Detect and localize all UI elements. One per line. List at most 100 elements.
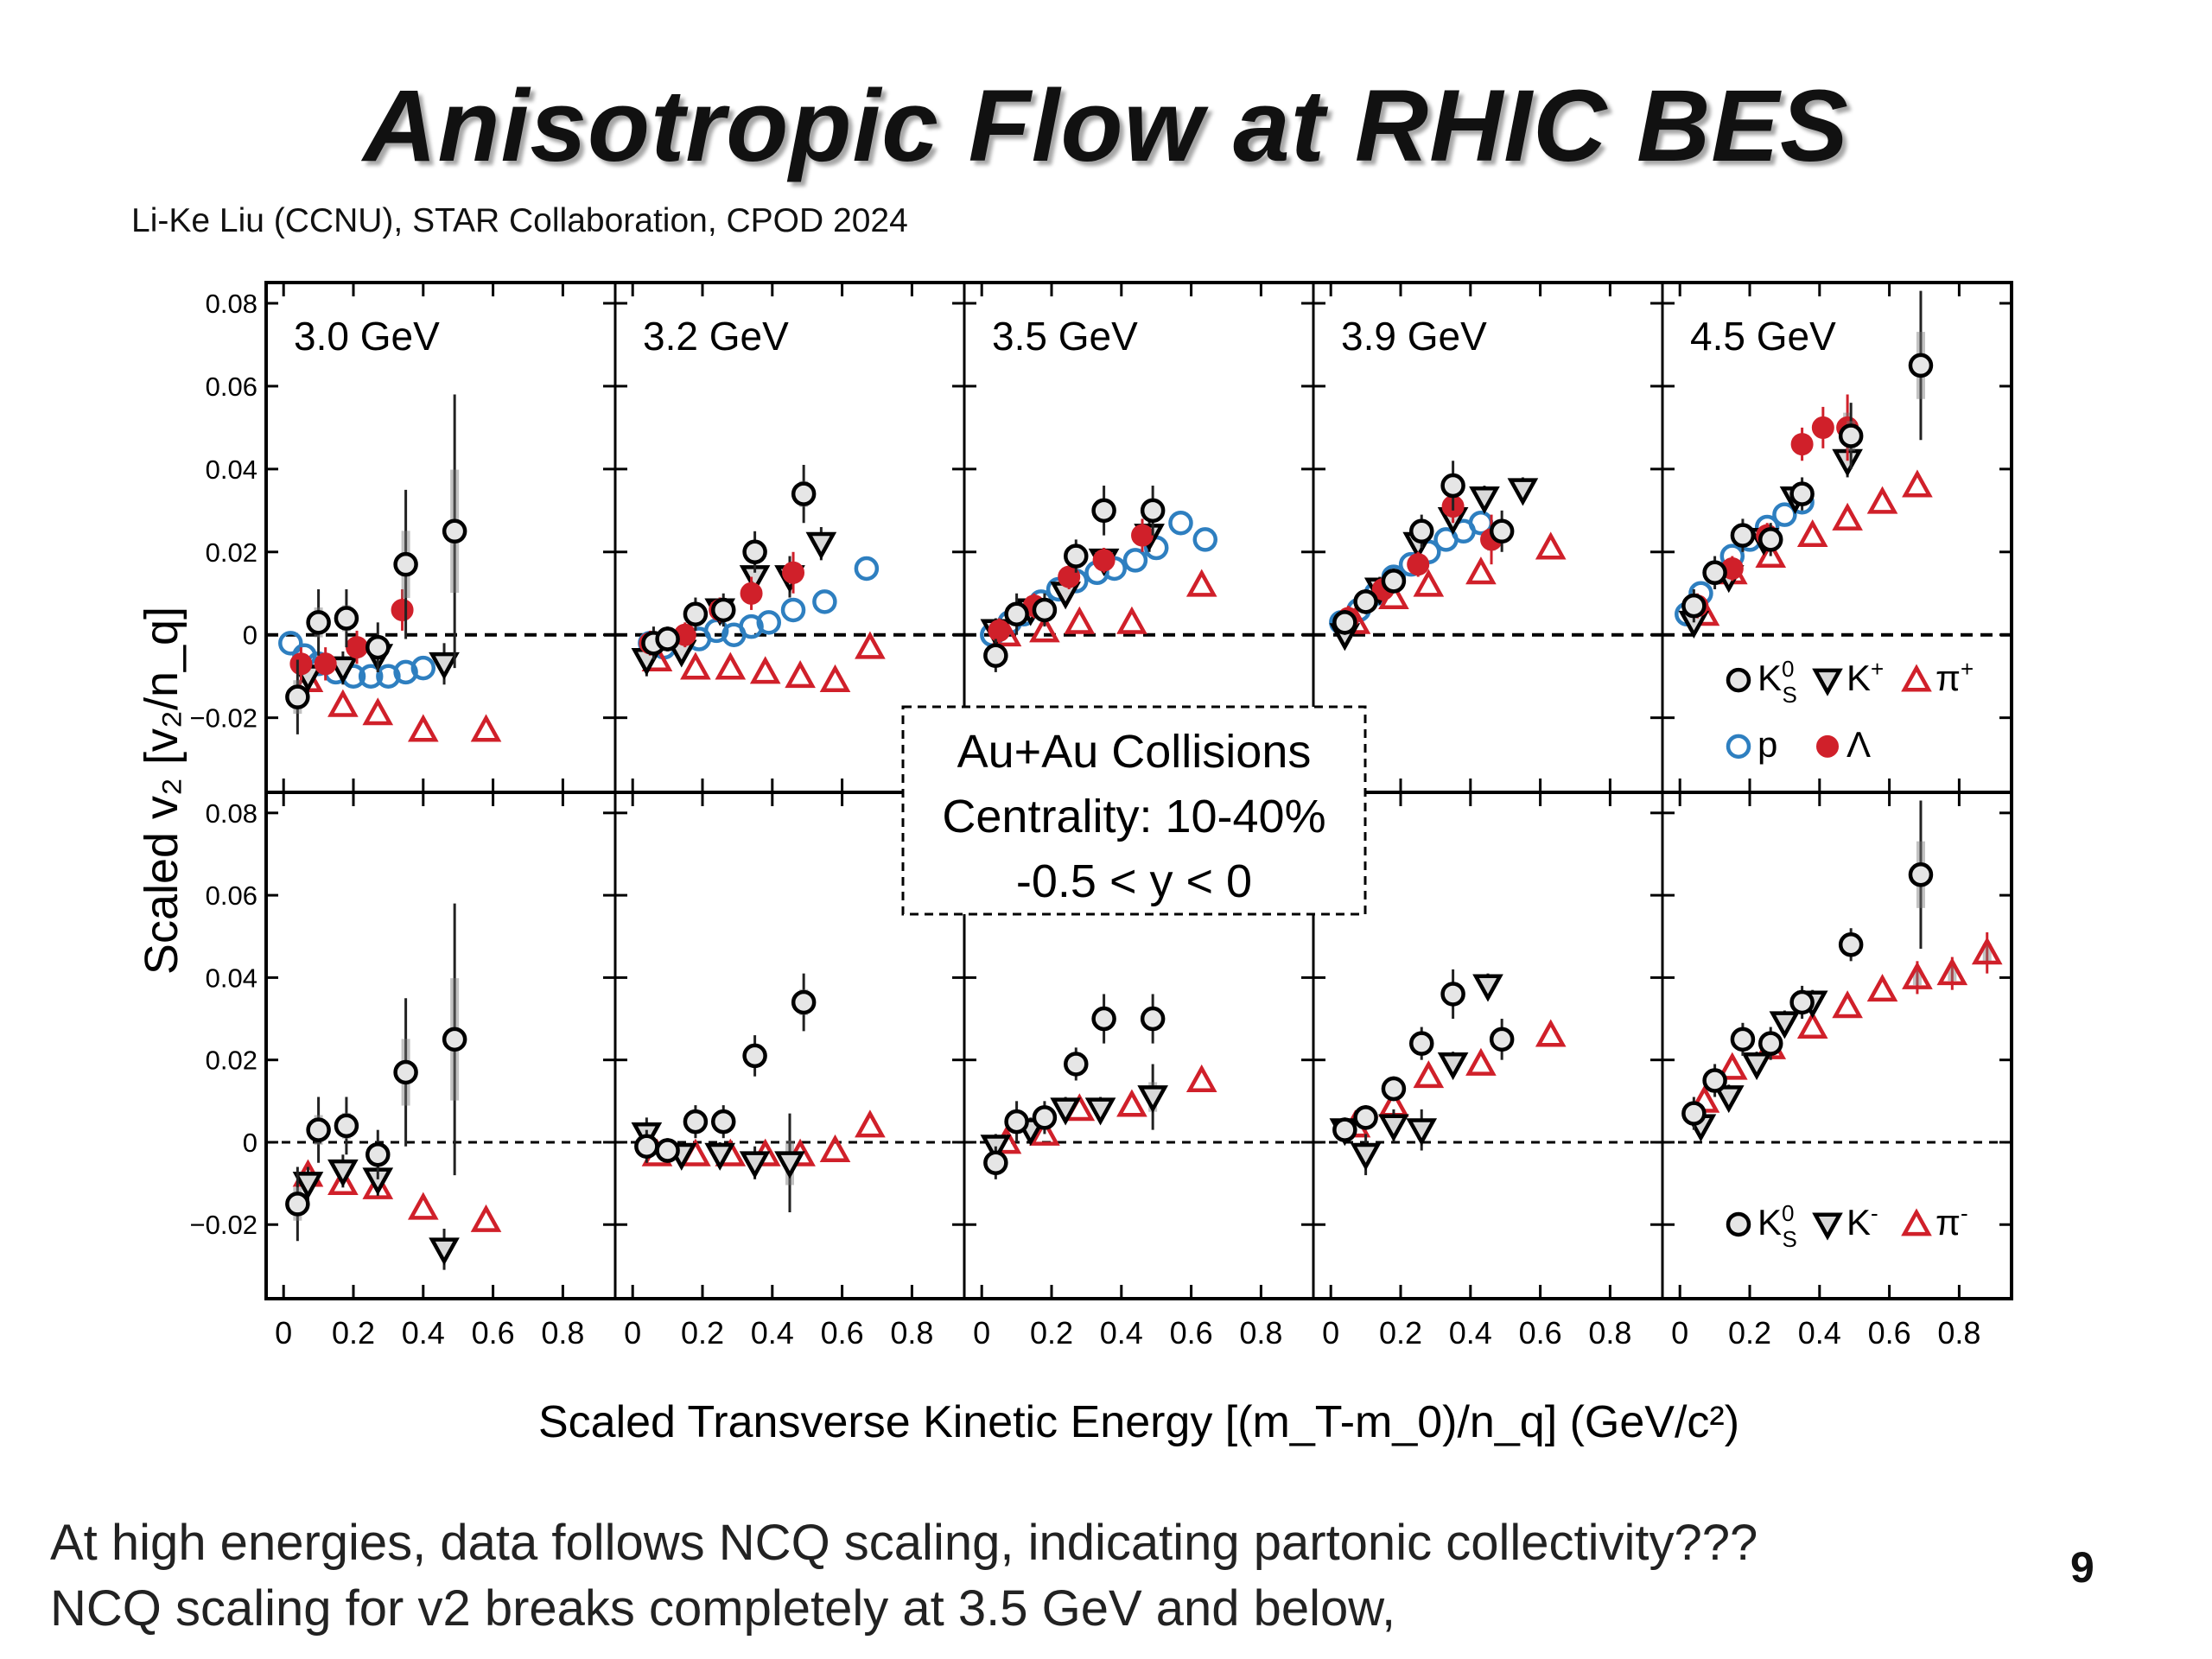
- energy-label: 3.5 GeV: [992, 314, 1138, 359]
- info-box-line: -0.5 < y < 0: [1016, 855, 1252, 907]
- data-point-pi+: [1116, 606, 1147, 634]
- data-point-K0S: [1064, 543, 1089, 569]
- data-point-pi+: [1465, 556, 1497, 585]
- data-point-K0S: [1353, 1105, 1378, 1130]
- data-point-K-: [1769, 1011, 1801, 1039]
- panel-top-2: [980, 486, 1218, 672]
- data-point-K0S: [1730, 523, 1756, 548]
- data-point-K0S: [1908, 862, 1934, 887]
- data-point-K0S: [442, 518, 467, 544]
- data-point-K0S: [1332, 610, 1357, 635]
- data-point-K0S: [683, 601, 709, 626]
- data-point-pi+: [715, 652, 747, 680]
- legend-marker-p: [1726, 734, 1751, 760]
- data-point-K0S: [393, 1059, 418, 1085]
- data-point-pi+: [819, 664, 851, 692]
- data-point-K0S: [1381, 569, 1407, 594]
- data-point-K-: [774, 1151, 805, 1179]
- x-tick-label: 0: [973, 1315, 990, 1351]
- energy-label: 3.0 GeV: [294, 314, 440, 359]
- legend-label-K0S: K0 S: [1758, 1200, 1797, 1252]
- data-point-pi-: [407, 1192, 439, 1220]
- data-point-pi-: [362, 1171, 394, 1199]
- data-point-K0S: [1004, 601, 1029, 626]
- data-point-K0S: [1091, 1006, 1116, 1032]
- x-tick-label: 0.8: [890, 1315, 933, 1351]
- sys-error-band: [1982, 944, 1992, 963]
- x-tick-label: 0.6: [472, 1315, 515, 1351]
- info-box-line: Centrality: 10-40%: [942, 791, 1325, 842]
- data-point-K0S: [791, 481, 817, 506]
- data-point-K0S: [1789, 989, 1815, 1015]
- data-point-K0S: [1140, 498, 1166, 524]
- data-point-Lambda: [1058, 565, 1081, 588]
- legend-marker-pi+: [1901, 664, 1932, 692]
- note-line-1: At high energies, data follows NCQ scali…: [50, 1515, 1758, 1571]
- data-point-p: [410, 655, 436, 681]
- data-point-K0S: [1702, 1068, 1727, 1093]
- data-point-pi-: [1936, 957, 1968, 986]
- legend-marker-pi-: [1901, 1208, 1932, 1236]
- data-point-p: [812, 589, 837, 614]
- data-point-K0S: [1140, 1006, 1166, 1032]
- data-point-K0S: [1681, 593, 1707, 619]
- data-point-Lambda: [1092, 549, 1116, 572]
- data-point-K0S: [1838, 932, 1864, 957]
- info-box: [901, 705, 1367, 916]
- data-point-K0S: [1064, 1052, 1089, 1077]
- energy-label: 3.9 GeV: [1341, 314, 1487, 359]
- data-point-pi-: [1413, 1060, 1445, 1089]
- panel-bottom-2: [980, 994, 1217, 1179]
- x-axis-title: Scaled Transverse Kinetic Energy [(m_T-m…: [538, 1397, 1739, 1447]
- y-axis-title: Scaled v₂ [v₂/n_q]: [136, 607, 188, 975]
- x-tick-label: 0.2: [1728, 1315, 1771, 1351]
- data-point-pi-: [1902, 961, 1933, 989]
- data-point-p: [739, 613, 764, 639]
- data-point-K0S: [983, 643, 1008, 668]
- data-point-pi-: [855, 1109, 886, 1138]
- x-tick-label: 0.6: [821, 1315, 864, 1351]
- y-tick-label: −0.02: [190, 703, 257, 734]
- data-point-K+: [1469, 486, 1500, 515]
- panel-bottom-3: [1329, 969, 1567, 1176]
- y-tick-label: 0.02: [206, 1046, 257, 1076]
- panel-top-0: [278, 394, 502, 742]
- data-point-pi+: [470, 714, 502, 742]
- y-tick-label: 0.08: [206, 798, 257, 829]
- data-point-p: [1122, 548, 1148, 573]
- data-point-K+: [1507, 478, 1539, 506]
- x-tick-label: 0.6: [1519, 1315, 1562, 1351]
- data-point-K0S: [1381, 1076, 1407, 1102]
- panel-bottom-1: [631, 973, 886, 1212]
- data-point-K0S: [1440, 473, 1465, 499]
- x-tick-label: 0.4: [402, 1315, 445, 1351]
- data-point-K0S: [285, 684, 310, 709]
- sys-error-band: [1912, 969, 1922, 985]
- data-point-pi+: [785, 660, 816, 689]
- data-point-pi-: [1866, 974, 1898, 1002]
- data-point-K0S: [365, 634, 391, 660]
- data-point-K0S: [393, 551, 418, 577]
- info-box-line: Au+Au Collisions: [957, 726, 1312, 778]
- data-point-Lambda: [1811, 416, 1834, 439]
- panel-bottom-4: [1681, 800, 2003, 1142]
- data-point-K+: [327, 656, 359, 684]
- data-point-Lambda: [391, 598, 414, 621]
- data-point-K0S: [710, 1109, 736, 1135]
- data-point-K-: [1713, 1085, 1745, 1114]
- data-point-pi-: [1029, 1117, 1060, 1146]
- y-tick-label: −0.02: [190, 1210, 257, 1240]
- data-point-K0S: [1789, 481, 1815, 506]
- data-point-K0S: [1838, 423, 1864, 448]
- data-point-pi+: [327, 689, 359, 717]
- x-tick-label: 0: [1322, 1315, 1339, 1351]
- data-point-K0S: [1332, 1117, 1357, 1142]
- data-point-pi-: [1185, 1064, 1217, 1092]
- x-tick-label: 0.6: [1170, 1315, 1213, 1351]
- legend-label-K0S: K0 S: [1758, 656, 1797, 708]
- x-tick-label: 0.8: [1239, 1315, 1282, 1351]
- data-point-K-: [327, 1159, 359, 1187]
- data-point-p: [780, 597, 806, 623]
- data-point-p: [393, 659, 418, 685]
- x-tick-label: 0.4: [751, 1315, 794, 1351]
